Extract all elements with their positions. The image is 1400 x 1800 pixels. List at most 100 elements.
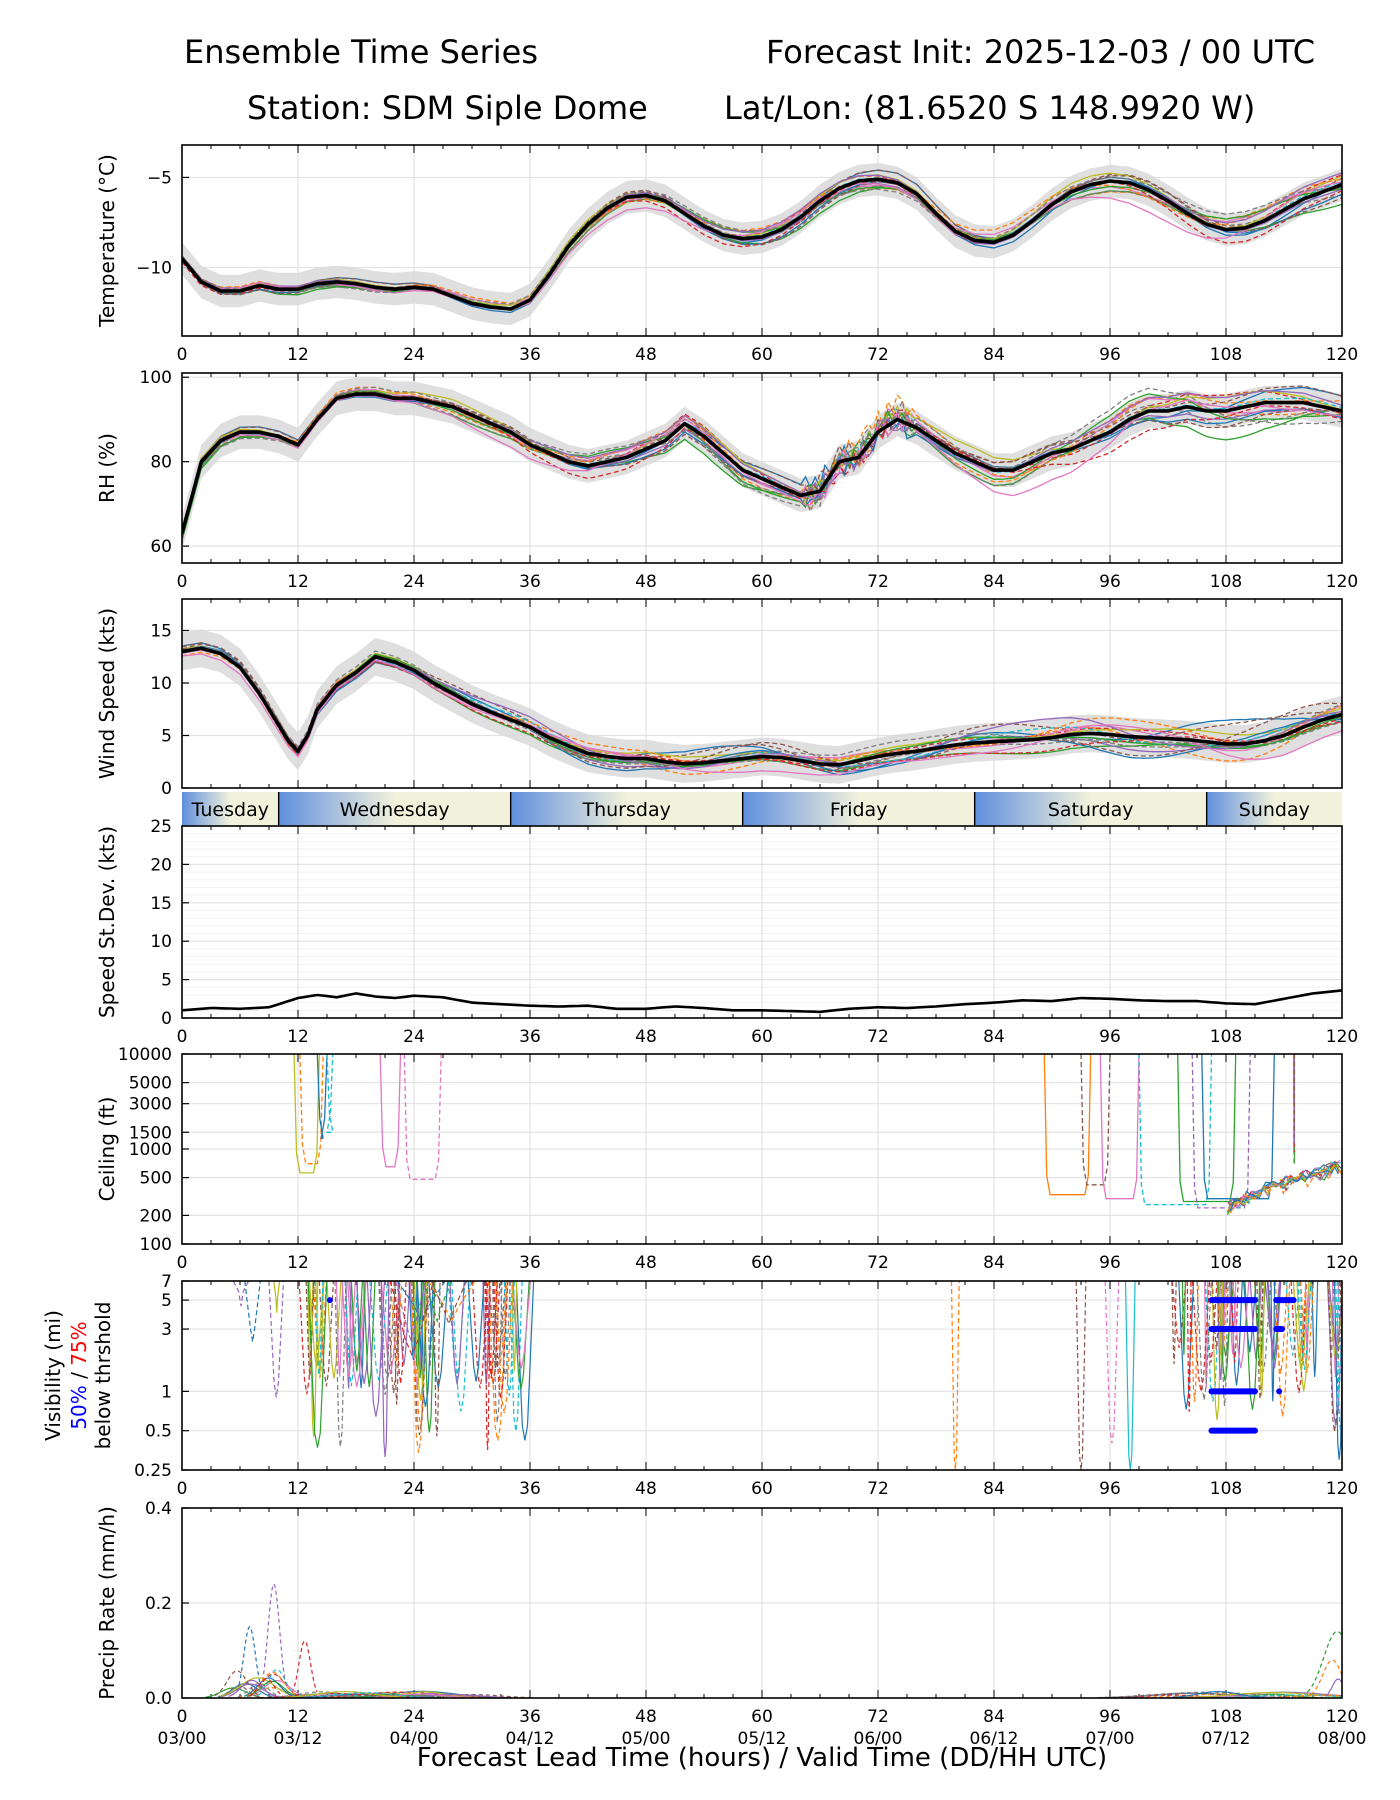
x-tick-label: 03/12: [274, 1729, 323, 1749]
member-precip-line: [228, 1679, 276, 1697]
day-band-segment: [278, 792, 511, 826]
member-precip-line: [282, 1691, 407, 1698]
y-tick-label: 15: [150, 622, 172, 642]
x-tick-label: 84: [983, 1027, 1005, 1047]
member-visibility-line: [493, 1281, 509, 1399]
member-line: [182, 388, 1342, 535]
member-visibility-line: [484, 1281, 498, 1378]
member-visibility-line: [1341, 1281, 1342, 1305]
member-visibility-line: [315, 1281, 325, 1375]
x-tick-label: 96: [1099, 1027, 1121, 1047]
x-tick-label: 0: [177, 572, 188, 592]
y-tick-label: 7: [161, 1272, 172, 1292]
member-visibility-line: [1311, 1281, 1319, 1377]
x-tick-label: 120: [1326, 1027, 1358, 1047]
below-threshold-50-dot: [326, 1297, 333, 1304]
member-visibility-line: [451, 1281, 471, 1412]
x-tick-label: 120: [1326, 572, 1358, 592]
member-ceiling-line: [326, 1054, 334, 1133]
member-precip-line: [220, 1677, 295, 1697]
member-visibility-line: [433, 1281, 441, 1437]
x-tick-label: 07/00: [1086, 1729, 1135, 1749]
member-visibility-line: [308, 1281, 324, 1368]
y-tick-label: 3: [161, 1320, 172, 1340]
member-precip-line: [369, 1693, 470, 1698]
member-visibility-line: [499, 1281, 511, 1380]
x-tick-label: 84: [983, 1479, 1005, 1499]
member-visibility-line: [397, 1281, 446, 1323]
member-visibility-line: [1297, 1281, 1312, 1370]
x-tick-label: 12: [287, 1479, 309, 1499]
plot-border: [181, 1507, 1343, 1699]
member-visibility-line: [1300, 1281, 1315, 1373]
member-ceiling-line: [316, 1054, 328, 1139]
member-visibility-line: [416, 1281, 435, 1407]
member-visibility-line: [1228, 1281, 1237, 1355]
member-visibility-line: [1331, 1281, 1340, 1378]
member-line: [182, 645, 1342, 767]
member-visibility-line: [950, 1281, 960, 1470]
member-visibility-line: [312, 1281, 327, 1379]
member-visibility-line: [1075, 1281, 1087, 1470]
x-tick-label: 120: [1326, 1707, 1358, 1727]
day-band-layer: Tuesday Wednesday Thursday Friday Saturday Su…: [182, 792, 1342, 826]
member-visibility-line: [395, 1281, 427, 1342]
threshold-legend: 50% / 75%: [67, 1321, 91, 1429]
title-left: Ensemble Time Series: [184, 33, 538, 71]
x-tick-label: 05/00: [622, 1729, 671, 1749]
x-tick-label: 108: [1210, 1707, 1242, 1727]
x-tick-label: 0: [177, 1479, 188, 1499]
x-tick-label: 48: [635, 1707, 657, 1727]
member-visibility-line: [1196, 1281, 1212, 1401]
member-precip-line: [1310, 1659, 1342, 1696]
member-precip-line: [236, 1625, 263, 1692]
member-visibility-line: [1104, 1281, 1120, 1444]
x-tick-label: 24: [403, 572, 425, 592]
x-tick-label: 05/12: [738, 1729, 787, 1749]
y-tick-label: 0.5: [145, 1422, 172, 1442]
member-line: [182, 642, 1342, 769]
member-visibility-line: [356, 1281, 373, 1385]
member-visibility-line: [307, 1281, 328, 1448]
threshold-50-label: 50%: [67, 1385, 91, 1429]
plot-border: [181, 144, 1343, 337]
member-visibility-line: [503, 1281, 515, 1396]
day-band-segment: [510, 792, 743, 826]
y-tick-label: 0: [161, 1009, 172, 1029]
x-tick-label: 96: [1099, 1707, 1121, 1727]
member-visibility-line: [1171, 1281, 1177, 1365]
member-visibility-line: [244, 1281, 261, 1342]
member-visibility-line: [273, 1281, 281, 1313]
x-tick-label: 0: [177, 1027, 188, 1047]
latlon-label: Lat/Lon: (81.6520 S 148.9920 W): [724, 89, 1256, 127]
member-visibility-line: [363, 1281, 376, 1388]
y-tick-label: 10000: [118, 1045, 172, 1065]
member-precip-line: [248, 1678, 284, 1697]
plot-area: [232, 1281, 1342, 1470]
x-tick-label: 96: [1099, 1479, 1121, 1499]
panel-speed-stdev: 25 20 15 10 5 00 12 24 36 48 60 72 84 96 108 120 Speed S…: [95, 817, 1358, 1047]
panel-wind_speed: 15 10 5 0 Wind Speed (kts): [95, 598, 1343, 799]
x-tick-label: 0: [177, 1253, 188, 1273]
member-visibility-line: [487, 1281, 508, 1441]
y-tick-label: 15: [150, 894, 172, 914]
x-tick-label: 36: [519, 572, 541, 592]
plot-area: [182, 163, 1342, 326]
member-visibility-line: [1124, 1281, 1136, 1470]
y-tick-label: 5000: [129, 1074, 172, 1094]
y-axis-label: RH (%): [95, 433, 119, 503]
y-axis-label: Visibility (mi): [41, 1310, 65, 1441]
member-visibility-line: [423, 1281, 436, 1433]
member-visibility-line: [515, 1281, 535, 1441]
member-visibility-line: [344, 1281, 359, 1387]
member-precip-line: [244, 1677, 293, 1697]
day-band-label: Saturday: [1048, 799, 1134, 821]
stdev-line: [181, 989, 1343, 1014]
x-tick-label: 24: [403, 345, 425, 365]
member-visibility-line: [335, 1281, 344, 1377]
member-visibility-line: [393, 1281, 400, 1405]
member-precip-line: [1325, 1678, 1342, 1697]
member-visibility-line: [318, 1281, 334, 1387]
y-tick-label: −10: [136, 259, 172, 279]
